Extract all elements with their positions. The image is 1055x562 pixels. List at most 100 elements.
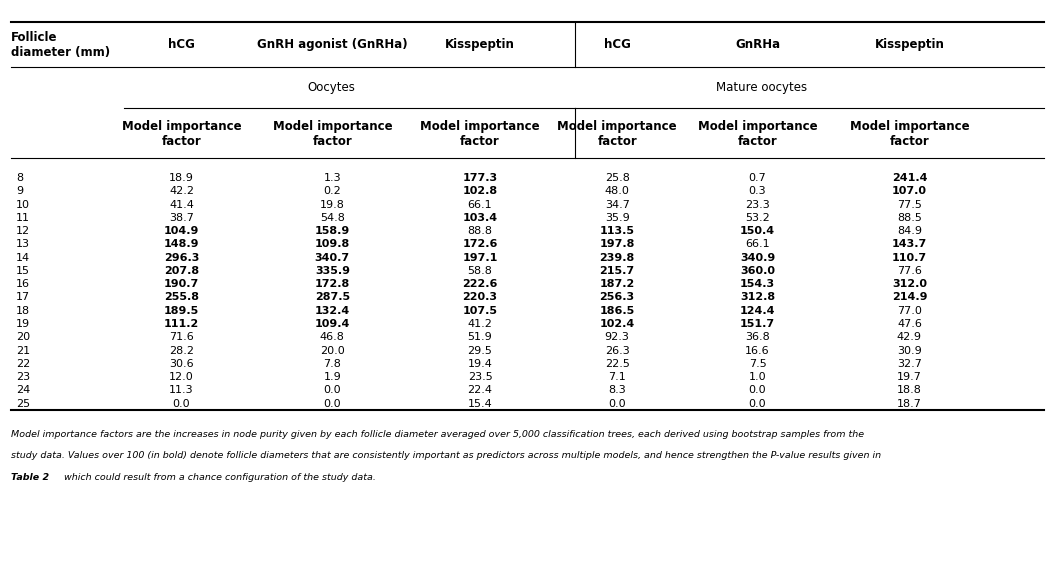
- Text: 132.4: 132.4: [314, 306, 350, 316]
- Text: Kisspeptin: Kisspeptin: [445, 38, 515, 52]
- Text: 222.6: 222.6: [462, 279, 498, 289]
- Text: 113.5: 113.5: [599, 226, 635, 236]
- Text: 9: 9: [16, 187, 23, 196]
- Text: 103.4: 103.4: [462, 213, 498, 223]
- Text: 92.3: 92.3: [605, 332, 630, 342]
- Text: 111.2: 111.2: [164, 319, 199, 329]
- Text: 340.7: 340.7: [314, 253, 350, 262]
- Text: 150.4: 150.4: [740, 226, 775, 236]
- Text: 109.4: 109.4: [314, 319, 350, 329]
- Text: 148.9: 148.9: [164, 239, 199, 250]
- Text: 0.2: 0.2: [324, 187, 341, 196]
- Text: 18.7: 18.7: [897, 398, 922, 409]
- Text: 0.0: 0.0: [324, 386, 341, 395]
- Text: 18: 18: [16, 306, 30, 316]
- Text: 177.3: 177.3: [462, 173, 498, 183]
- Text: 47.6: 47.6: [897, 319, 922, 329]
- Text: 312.8: 312.8: [740, 292, 775, 302]
- Text: 7.8: 7.8: [324, 359, 341, 369]
- Text: 0.0: 0.0: [173, 398, 190, 409]
- Text: Model importance factors are the increases in node purity given by each follicle: Model importance factors are the increas…: [11, 430, 864, 439]
- Text: 0.7: 0.7: [749, 173, 766, 183]
- Text: 0.0: 0.0: [609, 398, 626, 409]
- Text: 53.2: 53.2: [745, 213, 770, 223]
- Text: 214.9: 214.9: [891, 292, 927, 302]
- Text: 88.8: 88.8: [467, 226, 493, 236]
- Text: 54.8: 54.8: [320, 213, 345, 223]
- Text: 255.8: 255.8: [164, 292, 199, 302]
- Text: Kisspeptin: Kisspeptin: [875, 38, 944, 52]
- Text: 77.0: 77.0: [897, 306, 922, 316]
- Text: 77.5: 77.5: [897, 200, 922, 210]
- Text: 158.9: 158.9: [314, 226, 350, 236]
- Text: 104.9: 104.9: [164, 226, 199, 236]
- Text: hCG: hCG: [168, 38, 195, 52]
- Text: 1.9: 1.9: [324, 372, 341, 382]
- Text: 88.5: 88.5: [897, 213, 922, 223]
- Text: hCG: hCG: [603, 38, 631, 52]
- Text: 71.6: 71.6: [169, 332, 194, 342]
- Text: Table 2: Table 2: [11, 473, 49, 482]
- Text: 0.0: 0.0: [749, 386, 766, 395]
- Text: 335.9: 335.9: [314, 266, 350, 276]
- Text: 41.4: 41.4: [169, 200, 194, 210]
- Text: Model importance
factor: Model importance factor: [697, 120, 818, 148]
- Text: 207.8: 207.8: [164, 266, 199, 276]
- Text: 197.1: 197.1: [462, 253, 498, 262]
- Text: 241.4: 241.4: [891, 173, 927, 183]
- Text: 29.5: 29.5: [467, 346, 493, 356]
- Text: 30.6: 30.6: [169, 359, 194, 369]
- Text: Model importance
factor: Model importance factor: [272, 120, 392, 148]
- Text: 143.7: 143.7: [891, 239, 927, 250]
- Text: 18.9: 18.9: [169, 173, 194, 183]
- Text: 124.4: 124.4: [740, 306, 775, 316]
- Text: 16: 16: [16, 279, 30, 289]
- Text: 19.7: 19.7: [897, 372, 922, 382]
- Text: 190.7: 190.7: [164, 279, 199, 289]
- Text: 32.7: 32.7: [897, 359, 922, 369]
- Text: 21: 21: [16, 346, 30, 356]
- Text: 15.4: 15.4: [467, 398, 493, 409]
- Text: 172.8: 172.8: [314, 279, 350, 289]
- Text: 8.3: 8.3: [609, 386, 626, 395]
- Text: 66.1: 66.1: [467, 200, 493, 210]
- Text: 154.3: 154.3: [740, 279, 775, 289]
- Text: 110.7: 110.7: [891, 253, 927, 262]
- Text: Model importance
factor: Model importance factor: [849, 120, 970, 148]
- Text: 102.4: 102.4: [599, 319, 635, 329]
- Text: 10: 10: [16, 200, 30, 210]
- Text: 13: 13: [16, 239, 30, 250]
- Text: Mature oocytes: Mature oocytes: [715, 80, 807, 94]
- Text: Model importance
factor: Model importance factor: [420, 120, 540, 148]
- Text: 340.9: 340.9: [740, 253, 775, 262]
- Text: 20.0: 20.0: [320, 346, 345, 356]
- Text: 46.8: 46.8: [320, 332, 345, 342]
- Text: 0.3: 0.3: [749, 187, 766, 196]
- Text: 17: 17: [16, 292, 30, 302]
- Text: 1.3: 1.3: [324, 173, 341, 183]
- Text: which could result from a chance configuration of the study data.: which could result from a chance configu…: [61, 473, 376, 482]
- Text: 22: 22: [16, 359, 31, 369]
- Text: 11: 11: [16, 213, 30, 223]
- Text: 296.3: 296.3: [164, 253, 199, 262]
- Text: 15: 15: [16, 266, 30, 276]
- Text: 51.9: 51.9: [467, 332, 493, 342]
- Text: 220.3: 220.3: [462, 292, 498, 302]
- Text: 151.7: 151.7: [740, 319, 775, 329]
- Text: 172.6: 172.6: [462, 239, 498, 250]
- Text: study data. Values over 100 (in bold) denote follicle diameters that are consist: study data. Values over 100 (in bold) de…: [11, 451, 881, 460]
- Text: 0.0: 0.0: [324, 398, 341, 409]
- Text: 22.4: 22.4: [467, 386, 493, 395]
- Text: 26.3: 26.3: [605, 346, 630, 356]
- Text: 0.0: 0.0: [749, 398, 766, 409]
- Text: 7.1: 7.1: [609, 372, 626, 382]
- Text: 34.7: 34.7: [605, 200, 630, 210]
- Text: 77.6: 77.6: [897, 266, 922, 276]
- Text: 360.0: 360.0: [740, 266, 775, 276]
- Text: 25: 25: [16, 398, 30, 409]
- Text: 22.5: 22.5: [605, 359, 630, 369]
- Text: 109.8: 109.8: [314, 239, 350, 250]
- Text: 14: 14: [16, 253, 30, 262]
- Text: 23.5: 23.5: [467, 372, 493, 382]
- Text: 23: 23: [16, 372, 30, 382]
